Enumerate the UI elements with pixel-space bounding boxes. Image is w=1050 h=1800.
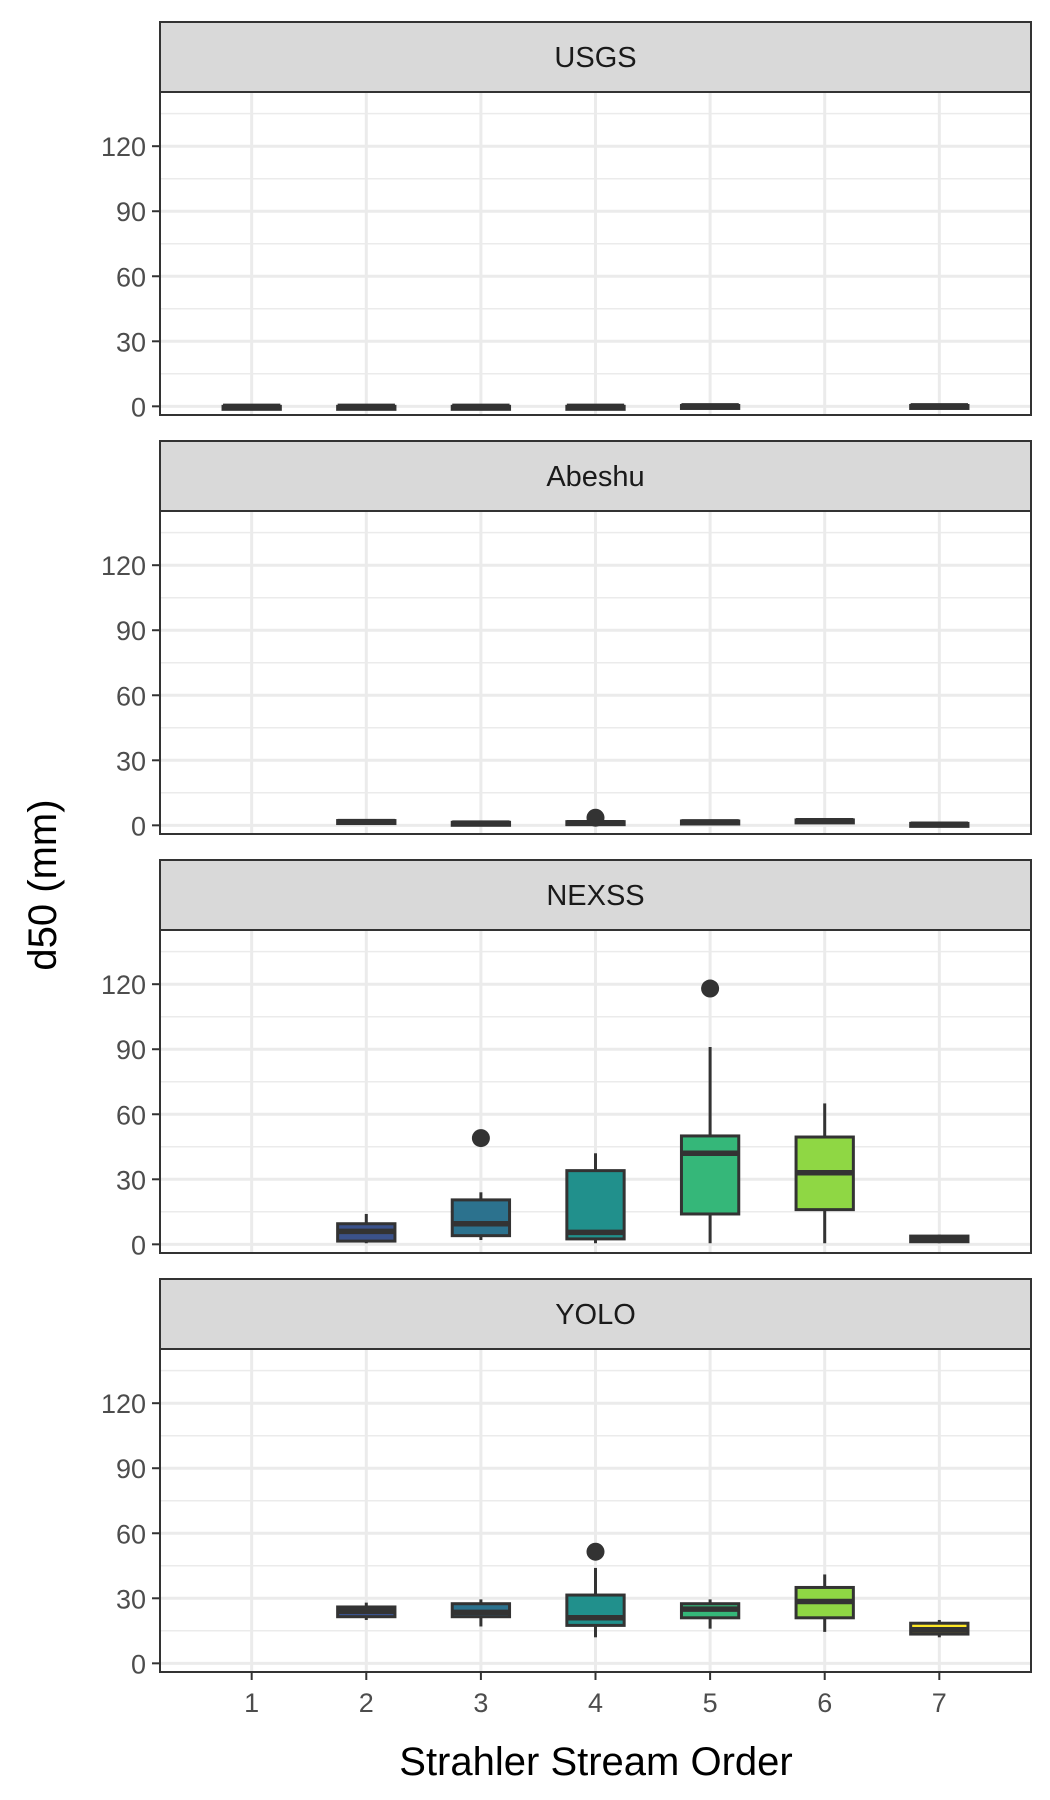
y-tick-label: 0 bbox=[131, 811, 146, 841]
facet-strip bbox=[159, 859, 1032, 931]
y-tick-label: 30 bbox=[116, 1584, 146, 1614]
y-tick-label: 90 bbox=[116, 197, 146, 227]
y-tick-label: 30 bbox=[116, 1165, 146, 1195]
box-outlier bbox=[471, 1129, 490, 1148]
y-tick-label: 90 bbox=[116, 1035, 146, 1065]
x-tick-label: 1 bbox=[244, 1688, 259, 1718]
y-tick-label: 120 bbox=[101, 132, 146, 162]
y-tick-label: 30 bbox=[116, 327, 146, 357]
x-tick-label: 6 bbox=[817, 1688, 832, 1718]
y-tick-label: 90 bbox=[116, 616, 146, 646]
facet-strip-label: NEXSS bbox=[546, 880, 644, 912]
y-tick-label: 90 bbox=[116, 1454, 146, 1484]
y-tick-label: 120 bbox=[101, 551, 146, 581]
y-axis-title: d50 (mm) bbox=[21, 799, 65, 970]
y-tick-label: 60 bbox=[116, 681, 146, 711]
facet-strip-label: Abeshu bbox=[546, 461, 644, 493]
panel-border bbox=[159, 91, 1032, 416]
facet-panel-nexss: NEXSS 0 30 60 90 120 bbox=[101, 859, 1032, 1260]
box-iqr bbox=[565, 1169, 626, 1241]
facet-strip bbox=[159, 21, 1032, 93]
x-tick-label: 2 bbox=[359, 1688, 374, 1718]
x-tick-label: 4 bbox=[588, 1688, 603, 1718]
panel-border bbox=[159, 929, 1032, 1254]
y-tick-label: 60 bbox=[116, 1100, 146, 1130]
x-tick-label: 5 bbox=[703, 1688, 718, 1718]
panel-border bbox=[159, 510, 1032, 835]
facet-strip-label: USGS bbox=[554, 42, 636, 74]
box-outlier bbox=[586, 1542, 605, 1561]
facet-panel-abeshu: Abeshu 0 30 60 90 120 bbox=[101, 440, 1032, 841]
x-tick-label: 7 bbox=[932, 1688, 947, 1718]
facet-strip-label: YOLO bbox=[555, 1299, 636, 1331]
facet-panels: USGS0306090120Abeshu0306090120NEXSS03060… bbox=[101, 21, 1032, 1718]
y-tick-label: 0 bbox=[131, 1649, 146, 1679]
facet-panel-usgs: USGS 0 30 60 90 120 bbox=[101, 21, 1032, 422]
y-tick-label: 30 bbox=[116, 746, 146, 776]
facet-strip bbox=[159, 440, 1032, 512]
box-iqr bbox=[565, 1593, 626, 1627]
y-tick-label: 120 bbox=[101, 970, 146, 1000]
facet-panel-yolo: YOLO 0 30 60 90 120 1 2 3 4 5 6 7 bbox=[101, 1278, 1032, 1718]
x-axis-title: Strahler Stream Order bbox=[399, 1740, 792, 1784]
box-iqr bbox=[679, 1134, 741, 1216]
box-iqr bbox=[450, 1198, 512, 1238]
y-tick-label: 60 bbox=[116, 262, 146, 292]
y-tick-label: 0 bbox=[131, 1230, 146, 1260]
y-tick-label: 60 bbox=[116, 1519, 146, 1549]
y-tick-label: 0 bbox=[131, 392, 146, 422]
box-outlier bbox=[701, 979, 720, 998]
box-outlier bbox=[586, 808, 605, 827]
y-tick-label: 120 bbox=[101, 1389, 146, 1419]
x-tick-label: 3 bbox=[473, 1688, 488, 1718]
